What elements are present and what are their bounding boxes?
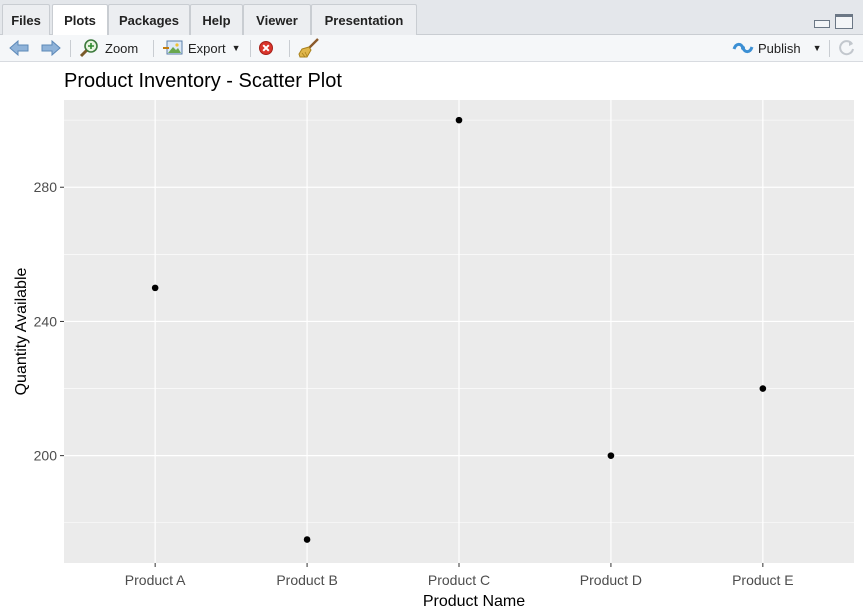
publish-label: Publish: [758, 40, 801, 56]
tab-viewer[interactable]: Viewer: [243, 4, 311, 35]
clear-all-plots-button[interactable]: [298, 35, 320, 61]
publish-icon: [732, 42, 754, 54]
chevron-down-icon: ▼: [812, 43, 822, 53]
remove-plot-button[interactable]: [258, 35, 274, 61]
export-label: Export: [188, 40, 226, 56]
y-axis-title: Quantity Available: [13, 268, 30, 396]
refresh-icon: [839, 40, 854, 56]
back-button[interactable]: [8, 35, 30, 61]
data-point: [151, 284, 159, 292]
export-button[interactable]: Export ▼: [162, 35, 241, 61]
toolbar-separator: [289, 40, 290, 57]
toolbar-separator: [70, 40, 71, 57]
tab-help[interactable]: Help: [190, 4, 243, 35]
forward-button[interactable]: [40, 35, 62, 61]
toolbar-separator: [250, 40, 251, 57]
publish-button[interactable]: Publish ▼: [732, 35, 822, 61]
toolbar-separator: [153, 40, 154, 57]
tab-files[interactable]: Files: [2, 4, 50, 35]
zoom-icon: [79, 39, 98, 58]
chart-title: Product Inventory - Scatter Plot: [64, 70, 342, 92]
data-point: [303, 536, 311, 543]
data-point: [759, 385, 767, 392]
export-image-icon: [163, 40, 183, 55]
x-tick-label: Product C: [428, 572, 490, 588]
maximize-pane-icon[interactable]: [835, 14, 853, 29]
remove-plot-icon: [259, 41, 273, 55]
tab-plots[interactable]: Plots: [52, 4, 108, 36]
tab-packages[interactable]: Packages: [108, 4, 190, 35]
data-point: [455, 116, 463, 124]
toolbar-separator: [829, 40, 830, 57]
chevron-down-icon: ▼: [231, 43, 241, 53]
arrow-right-icon: [41, 40, 61, 56]
y-tick-label: 200: [34, 448, 58, 464]
tab-presentation[interactable]: Presentation: [311, 4, 417, 35]
plot-viewer: Product Inventory - Scatter Plot 200 240 2…: [0, 62, 863, 615]
plots-toolbar: Zoom Export ▼ Publish ▼: [0, 35, 863, 62]
x-tick-label: Product E: [732, 572, 793, 588]
refresh-button[interactable]: [838, 35, 856, 61]
zoom-label: Zoom: [105, 40, 139, 56]
broom-icon: [298, 38, 319, 58]
x-tick-label: Product A: [125, 572, 186, 588]
x-axis-title: Product Name: [423, 593, 525, 610]
arrow-left-icon: [9, 40, 29, 56]
minimize-pane-icon[interactable]: [814, 20, 830, 28]
x-tick-label: Product D: [580, 572, 642, 588]
pane-tab-bar: Files Plots Packages Help Viewer Present…: [0, 0, 863, 36]
zoom-button[interactable]: Zoom: [79, 35, 138, 61]
scatter-chart: 200 240 280 Product A Product B Product C Prod…: [13, 100, 854, 610]
y-tick-label: 280: [34, 179, 58, 195]
data-point: [607, 452, 615, 459]
y-tick-label: 240: [34, 313, 58, 329]
x-tick-label: Product B: [276, 572, 337, 588]
